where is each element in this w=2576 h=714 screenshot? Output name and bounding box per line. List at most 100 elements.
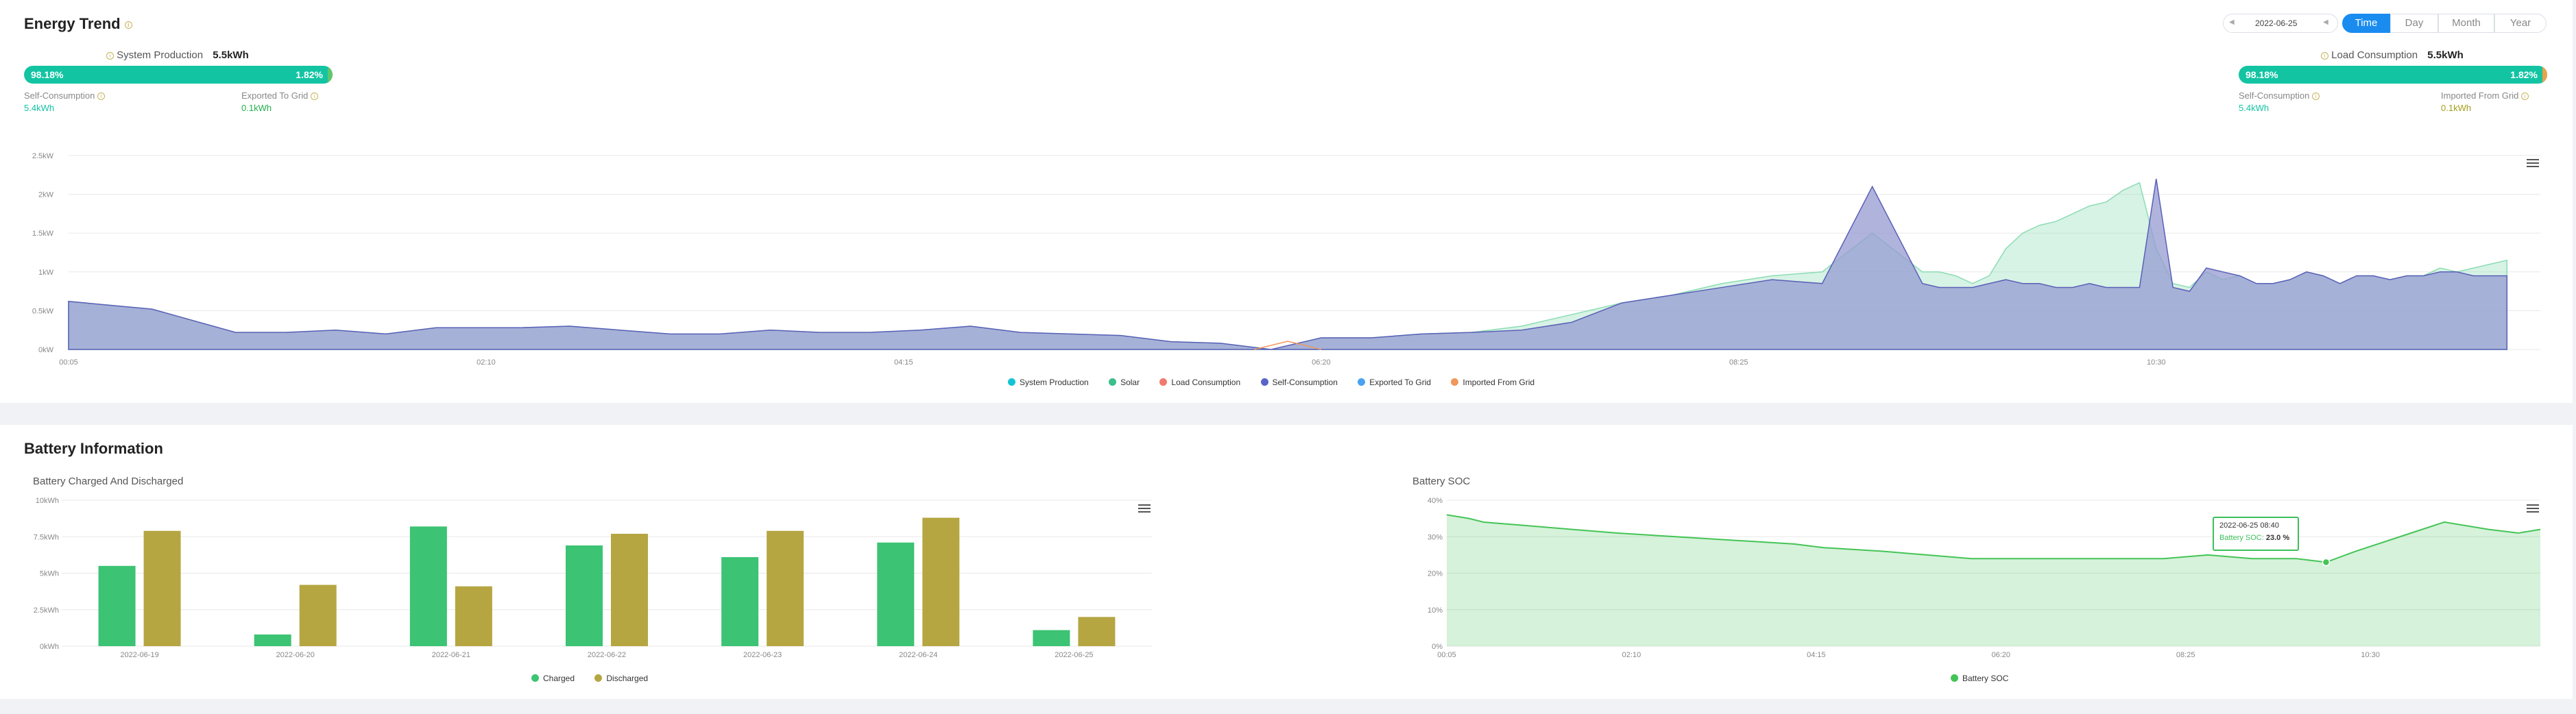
discharged-bar [1078,617,1116,646]
system-production-label: System Production [117,49,204,61]
y-tick-label: 0% [1432,643,1443,651]
consumption-import-segment [2542,66,2547,84]
production-export-pct: 1.82% [296,69,323,80]
x-tick-label: 00:05 [1437,651,1456,659]
battery-soc-chart: 0% 10% 20% 30% 40% 00:05 02:10 04:15 06:20 08:25 1… [1428,497,2541,659]
system-production-value: 5.5kWh [213,49,249,61]
x-tick-label: 2022-06-19 [120,651,158,659]
energy-trend-title-text: Energy Trend [24,15,121,32]
range-tab-day[interactable]: Day [2390,14,2438,33]
charged-bar [409,526,447,646]
legend-item-system-production[interactable]: System Production [1008,378,1089,387]
y-tick-label: 0kWh [40,643,59,651]
y-tick-label: 10kWh [36,497,59,505]
battery-soc-chart-menu-icon[interactable] [2527,504,2539,514]
legend-swatch [1260,378,1268,386]
y-tick-label: 0kW [38,346,54,354]
x-tick-label: 06:20 [1312,358,1331,367]
x-tick-label: 08:25 [2176,651,2195,659]
legend-item-charged[interactable]: Charged [531,674,575,683]
info-icon[interactable]: i [2311,93,2320,101]
x-tick-label: 00:05 [59,358,78,367]
imported-from-grid-label-text: Imported From Grid [2441,90,2519,101]
load-consumption-value: 5.5kWh [2427,49,2464,61]
self-consumption-area [68,178,2508,350]
x-tick-label: 04:15 [1807,651,1826,659]
legend-label: Load Consumption [1171,378,1241,387]
legend-label: Exported To Grid [1369,378,1432,387]
x-tick-label: 02:10 [1622,651,1641,659]
discharged-bar [455,586,492,646]
info-icon[interactable]: i [2321,51,2328,60]
prev-date-button[interactable]: ◀ [2229,19,2235,26]
load-consumption-header: i Load Consumption 5.5kWh [2321,49,2464,61]
energy-trend-title: Energy Trend i [24,15,132,33]
legend-item-battery-soc[interactable]: Battery SOC [1951,674,2008,683]
info-icon[interactable]: i [106,51,114,60]
y-tick-label: 10% [1428,606,1443,615]
consumption-self-consumption-value: 5.4kWh [2239,103,2270,113]
system-production-header: i System Production 5.5kWh [106,49,249,61]
discharged-bar [767,530,804,646]
date-value[interactable]: 2022-06-25 [2255,19,2298,28]
x-tick-label: 04:15 [894,358,913,367]
legend-swatch [1358,378,1366,386]
x-tick-label: 10:30 [2361,651,2380,659]
range-tab-year[interactable]: Year [2494,14,2547,33]
battery-charged-discharged-chart: 0kWh 2.5kWh 5kWh 7.5kWh 10kWh 2022-06-19 2022-… [34,497,1152,659]
battery-soc-legend: Battery SOC [1951,674,2026,683]
next-date-button[interactable]: ▶ [2323,19,2328,26]
x-tick-label: 2022-06-24 [899,651,937,659]
info-icon[interactable]: i [2521,93,2529,101]
battery-bar-chart-menu-icon[interactable] [1138,504,1151,514]
consumption-self-pct: 98.18% [2246,69,2278,80]
y-tick-label: 20% [1428,570,1443,578]
legend-item-load-consumption[interactable]: Load Consumption [1159,378,1240,387]
legend-item-exported-to-grid[interactable]: Exported To Grid [1358,378,1431,387]
legend-item-discharged[interactable]: Discharged [594,674,648,683]
range-tab-time[interactable]: Time [2342,14,2390,33]
legend-swatch [1451,378,1459,386]
legend-swatch [1951,674,1958,682]
soc-tooltip: 2022-06-25 08:40 Battery SOC: 23.0 % [2213,517,2299,551]
energy-chart-menu-icon[interactable] [2527,159,2539,169]
info-icon[interactable]: i [97,93,105,101]
consumption-import-pct: 1.82% [2510,69,2538,80]
info-icon[interactable]: i [310,93,318,101]
x-tick-label: 2022-06-25 [1055,651,1093,659]
x-tick-label: 2022-06-22 [588,651,626,659]
info-icon[interactable]: i [124,21,132,29]
battery-information-card: Battery Information Battery Charged And … [0,425,2573,699]
legend-swatch [594,674,603,682]
legend-label: Solar [1120,378,1140,387]
y-tick-label: 30% [1428,533,1443,541]
x-tick-label: 2022-06-21 [432,651,470,659]
legend-label: Self-Consumption [1272,378,1338,387]
production-split-bar: 98.18% 1.82% [24,66,333,84]
charged-bar [721,557,759,646]
x-tick-label: 2022-06-20 [276,651,315,659]
soc-hover-point [2322,558,2331,567]
battery-soc-title: Battery SOC [1412,476,1471,487]
consumption-self-consumption-label: Self-Consumption i [2239,90,2320,101]
charged-bar [254,634,291,646]
x-tick-label: 2022-06-23 [743,651,782,659]
legend-item-solar[interactable]: Solar [1109,378,1140,387]
discharged-bar [922,517,960,646]
y-tick-label: 0.5kW [32,307,54,315]
x-tick-label: 10:30 [2147,358,2166,367]
range-tab-month[interactable]: Month [2438,14,2494,33]
legend-label: Imported From Grid [1462,378,1535,387]
production-self-consumption-value: 5.4kWh [24,103,55,113]
legend-item-self-consumption[interactable]: Self-Consumption [1260,378,1338,387]
legend-label: System Production [1020,378,1089,387]
charged-bar [877,542,915,646]
production-self-consumption-label: Self-Consumption i [24,90,105,101]
legend-item-imported-from-grid[interactable]: Imported From Grid [1451,378,1534,387]
tooltip-value: 23.0 % [2265,534,2290,542]
charged-bar [1033,630,1070,646]
energy-trend-card: Energy Trend i i System Production 5.5kW… [0,0,2573,403]
exported-to-grid-label-text: Exported To Grid [241,90,309,101]
soc-line [1446,514,2541,563]
production-self-consumption-label-text: Self-Consumption [24,90,95,101]
